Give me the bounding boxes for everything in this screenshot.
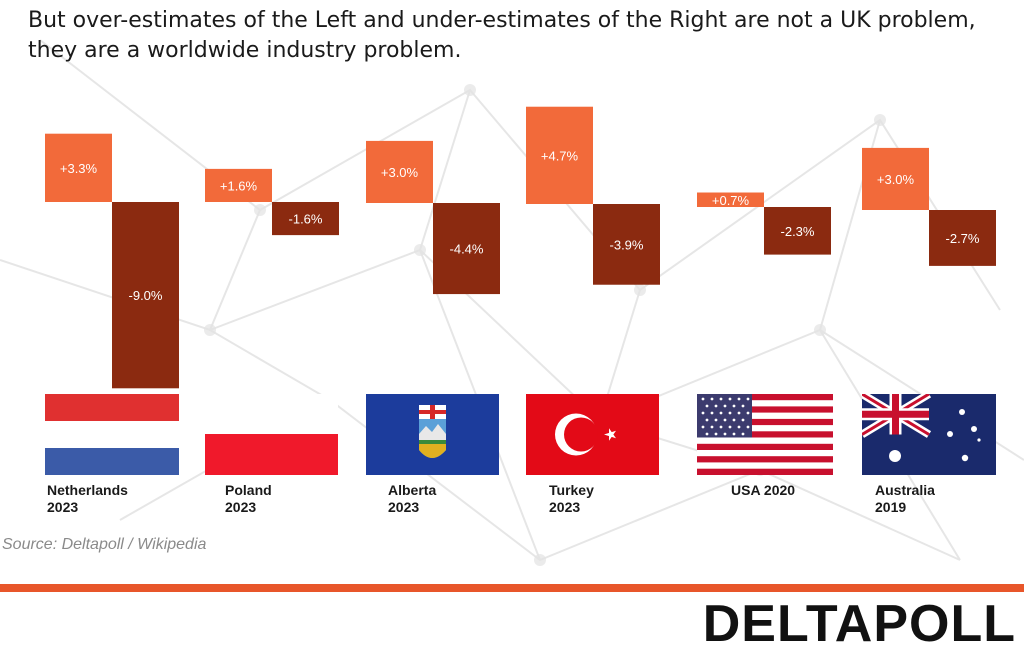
waterfall-chart: +3.3% -9.0% +1.6% -1.6% +3.0% -4.4% +4.7% -3.9%… — [45, 106, 996, 389]
data-label-right-poland: -1.6% — [289, 212, 323, 227]
data-label-left-netherlands: +3.3% — [60, 161, 98, 176]
bar-left-alberta — [366, 140, 433, 203]
page-title: But over-estimates of the Left and under… — [28, 8, 976, 63]
alberta-flag — [366, 394, 499, 475]
data-label-right-netherlands: -9.0% — [129, 288, 163, 303]
bar-left-netherlands — [45, 133, 112, 202]
bar-right-usa — [764, 207, 831, 255]
bar-right-poland — [272, 202, 339, 236]
data-label-right-turkey: -3.9% — [610, 237, 644, 252]
usa-flag — [697, 394, 833, 475]
data-label-left-australia: +3.0% — [877, 172, 915, 187]
country-label-alberta: Alberta 2023 — [388, 482, 437, 515]
bar-right-alberta — [433, 203, 500, 295]
bar-left-australia — [862, 147, 929, 210]
data-label-left-poland: +1.6% — [220, 178, 258, 193]
data-label-left-alberta: +3.0% — [381, 165, 419, 180]
country-label-turkey: Turkey 2023 — [549, 482, 594, 515]
data-label-right-australia: -2.7% — [946, 231, 980, 246]
data-label-left-turkey: +4.7% — [541, 148, 579, 163]
bar-right-netherlands — [112, 202, 179, 389]
bar-left-usa — [697, 192, 764, 207]
country-label-poland: Poland 2023 — [225, 482, 272, 515]
bar-right-australia — [929, 210, 996, 266]
bar-right-turkey — [593, 204, 660, 285]
australia-flag — [862, 394, 996, 475]
country-label-australia: Australia 2019 — [875, 482, 935, 515]
turkey-flag — [526, 394, 659, 475]
bar-left-turkey — [526, 106, 593, 204]
country-label-usa: USA 2020 — [731, 482, 796, 498]
data-label-right-alberta: -4.4% — [450, 242, 484, 257]
data-label-right-usa: -2.3% — [781, 224, 815, 239]
bar-left-poland — [205, 168, 272, 202]
deltapoll-logo: DELTAPOLL — [702, 595, 1016, 653]
country-label-netherlands: Netherlands 2023 — [47, 482, 128, 515]
accent-rule — [0, 584, 1024, 592]
poland-flag — [205, 394, 338, 475]
source-note: Source: Deltapoll / Wikipedia — [2, 536, 207, 553]
data-label-left-usa: +0.7% — [712, 193, 750, 208]
netherlands-flag — [45, 394, 179, 475]
